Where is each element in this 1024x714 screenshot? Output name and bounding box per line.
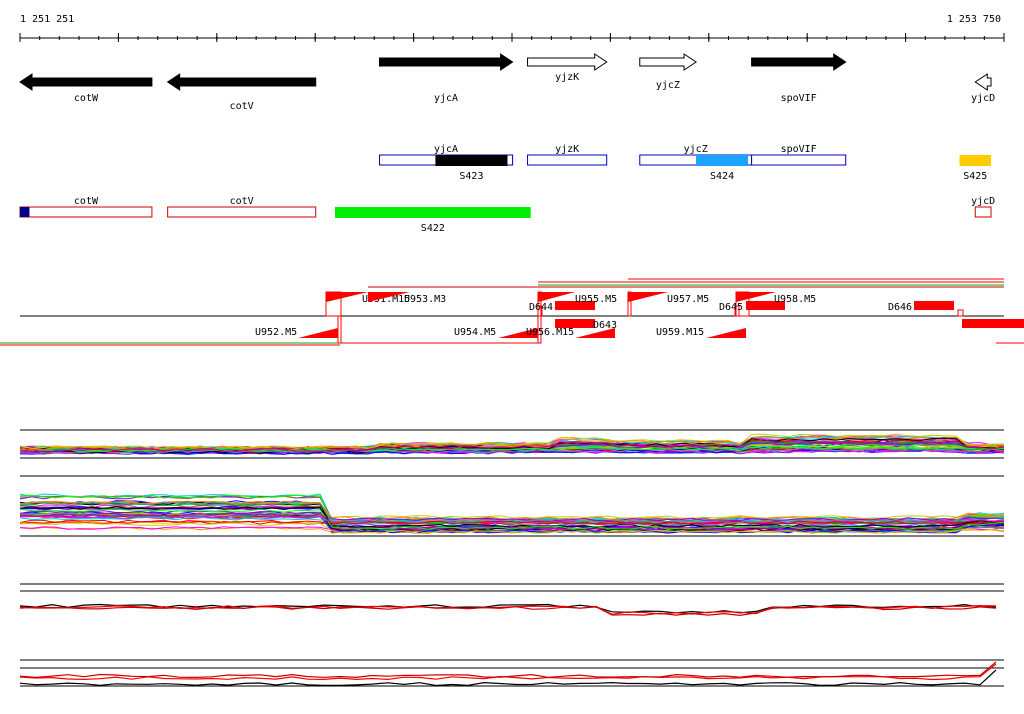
cds-box-yjzK[interactable] [527,154,608,166]
ruler-end-label: 1 253 750 [947,14,1001,25]
gene-arrow-cotV[interactable] [166,73,317,91]
feature-block[interactable] [555,301,595,310]
feature-label: D646 [888,302,912,313]
cds-label: yjcZ [684,144,708,155]
feature-connector [957,309,964,317]
cds-label: cotV [230,196,254,207]
feature-mark-U953.M3[interactable] [368,292,410,302]
segment-label: S423 [459,171,483,182]
profile-line [19,669,997,687]
feature-mark-D645[interactable] [734,305,740,317]
feature-label: U953.M3 [404,294,446,305]
gene-arrow-track: cotW cotV yjcA yjzK yjcZ spoVIF yjcD [19,53,995,112]
cds-label: yjcA [434,144,458,155]
feature-mark-U958.M5[interactable] [736,292,776,302]
cds-label: cotW [74,196,99,207]
gene-arrow-yjzK[interactable] [527,53,608,71]
feature-label: D645 [719,302,743,313]
gene-arrow-yjcZ[interactable] [639,53,697,71]
segment-label: S422 [421,223,445,234]
feature-mark-U959.M15[interactable] [706,328,746,338]
feature-label: U956.M15 [526,327,574,338]
cds-label: yjzK [555,144,579,155]
cotw-start-mark [20,207,30,217]
segment-S422[interactable] [335,207,531,218]
profile-line [19,522,1005,534]
expression-profile-panels [19,429,1005,687]
profile-line [19,439,1005,453]
cds-box-track: yjcA yjzK yjcZ spoVIF cotW cotV yjcD [19,144,995,218]
ruler-start-label: 1 251 251 [20,14,74,25]
cds-box-yjcD[interactable] [974,206,992,218]
feature-connector [337,315,342,344]
gene-arrow-yjcD[interactable] [974,73,992,91]
feature-mark-U957.M5[interactable] [628,292,668,302]
feature-block[interactable] [746,301,785,310]
feature-label: U952.M5 [255,327,297,338]
cds-label: spoVIF [781,144,817,155]
feature-mark-D643[interactable] [555,319,595,328]
profile-line [19,447,1005,454]
segment-S424[interactable] [696,155,749,166]
profile-line [19,512,1005,525]
profile-line [19,501,1005,524]
feature-label: U954.M5 [454,327,496,338]
feature-label: U951.M15 [362,294,410,305]
gene-label: yjcZ [656,80,680,91]
feature-mark-D644[interactable] [537,305,543,317]
cds-box-cotV[interactable] [167,206,317,218]
coordinate-ruler: 1 251 251 1 253 750 [19,14,1005,42]
segment-S423[interactable] [435,155,508,166]
gene-label: yjcD [971,93,995,104]
feature-label: U959.M15 [656,327,704,338]
profile-line [19,663,997,681]
feature-mark-U951.M15[interactable] [326,292,368,302]
gene-label: cotW [74,93,99,104]
segment-label: S425 [963,171,987,182]
profile-line [19,603,997,614]
feature-mark-U956.M15[interactable] [575,328,615,338]
feature-label: U957.M5 [667,294,709,305]
profile-line [19,661,997,679]
profile-line [19,508,1005,530]
gene-label: yjcA [434,93,458,104]
feature-label: D643 [593,320,617,331]
gene-arrow-cotW[interactable] [19,73,153,91]
gene-label: cotV [230,101,254,112]
cds-box-spoVIF[interactable] [751,154,847,166]
profile-line [19,502,1005,525]
profile-line [19,446,1005,453]
feature-block[interactable] [962,319,1024,328]
profile-line [19,506,1005,529]
feature-mark-D646[interactable] [914,301,954,310]
feature-label: U958.M5 [774,294,816,305]
gene-arrow-yjcA[interactable] [379,53,514,71]
segment-track: S423 S424 S425 S422 [335,155,992,234]
feature-mark-U954.M5[interactable] [498,328,538,338]
feature-mark-U952.M5[interactable] [298,328,338,338]
profile-line [19,435,1005,451]
feature-label: U955.M5 [575,294,617,305]
segment-S425[interactable] [959,155,992,166]
ruler-ticks [19,33,1005,42]
cds-label: yjcD [971,196,995,207]
feature-label: D644 [529,302,553,313]
gene-label: yjzK [555,72,579,83]
gene-arrow-spoVIF[interactable] [751,53,847,71]
gene-label: spoVIF [781,93,817,104]
segment-label: S424 [710,171,734,182]
profile-line [19,605,997,617]
feature-mark-U955.M5[interactable] [538,292,575,302]
cds-box-cotW[interactable] [19,206,153,218]
